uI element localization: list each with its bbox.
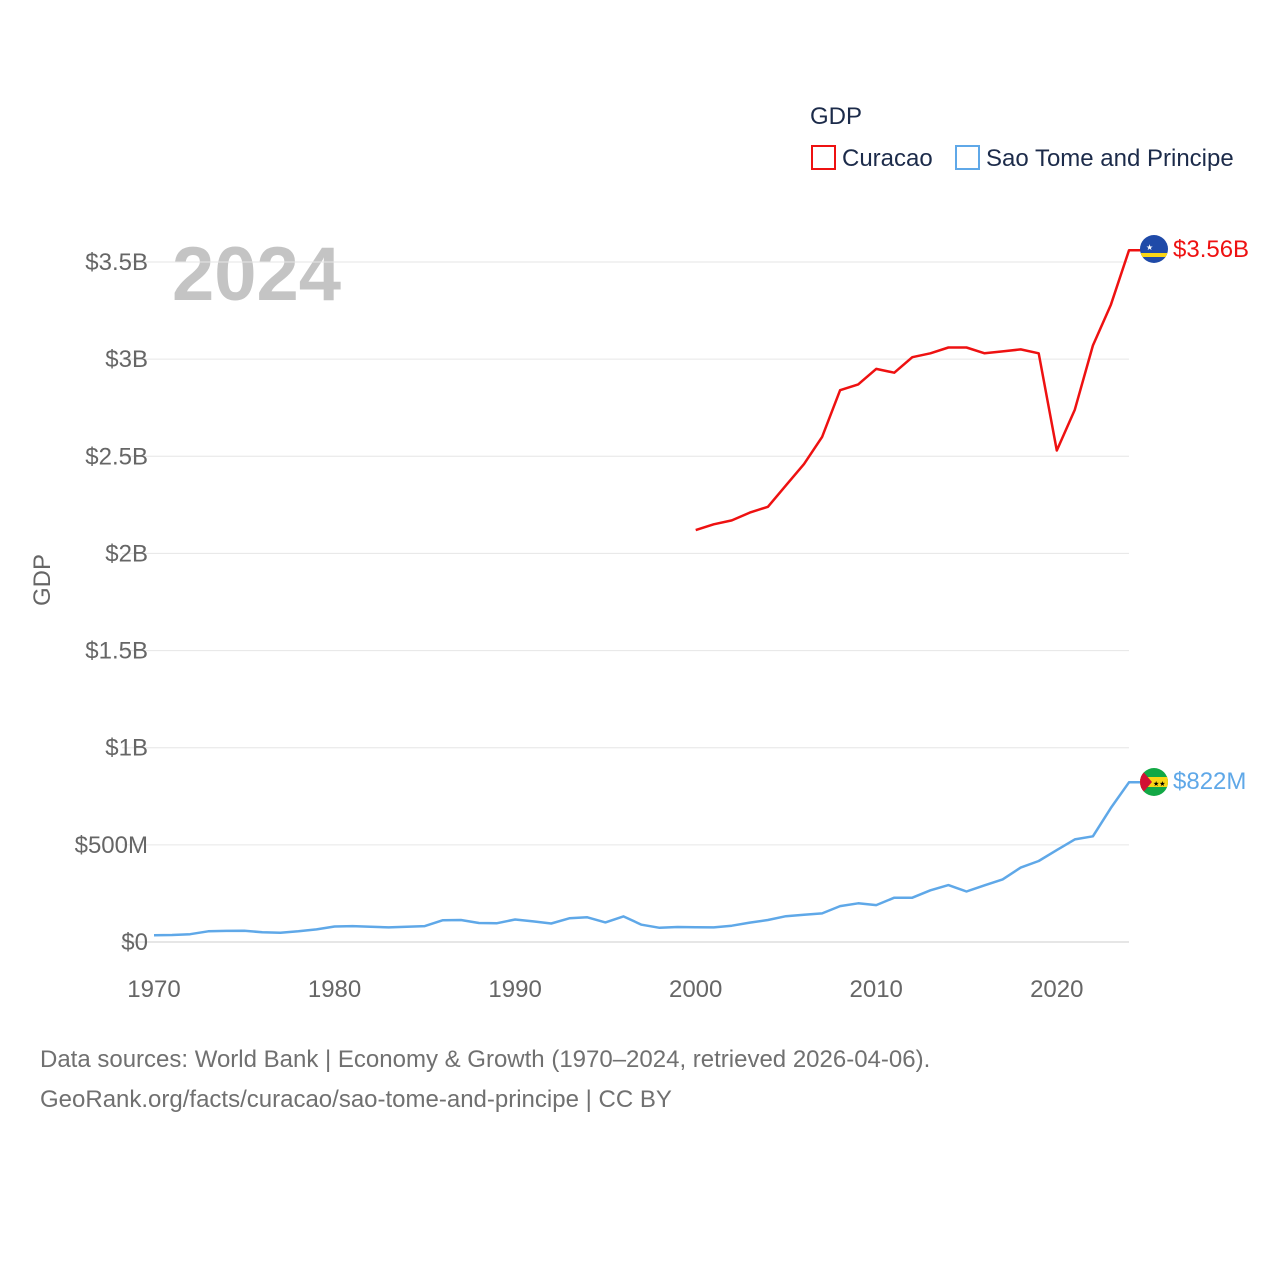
svg-text:★: ★ (1146, 243, 1153, 252)
end-label-curacao: $3.56B (1173, 236, 1249, 263)
y-tick-label: $500M (75, 832, 148, 859)
source-footer: Data sources: World Bank | Economy & Gro… (40, 1040, 930, 1120)
y-tick-label: $2B (105, 540, 148, 567)
y-tick-label: $1.5B (85, 638, 148, 665)
series-lines (153, 249, 1141, 937)
source-line-1: Data sources: World Bank | Economy & Gro… (40, 1046, 931, 1073)
series-line-curacao[interactable] (695, 249, 1141, 532)
x-tick-label: 2010 (850, 976, 903, 1003)
x-tick-label: 1970 (127, 976, 180, 1003)
x-tick-label: 2020 (1030, 976, 1083, 1003)
y-axis-title: GDP (29, 554, 56, 606)
y-tick-label: $0 (121, 929, 148, 956)
y-axis-ticks: $0 $500M $1B $1.5B $2B $2.5B $3B $3.5B (75, 249, 148, 956)
y-tick-label: $1B (105, 735, 148, 762)
gridlines (122, 261, 1129, 943)
legend: GDP Curacao Sao Tome and Principe (810, 103, 1234, 172)
sao-tome-flag-icon: ★★ (1140, 768, 1168, 796)
series-line-sao-tome[interactable] (153, 781, 1141, 937)
x-tick-label: 2000 (669, 976, 722, 1003)
svg-text:★★: ★★ (1153, 780, 1166, 788)
legend-label-curacao[interactable]: Curacao (842, 145, 933, 172)
year-watermark: 2024 (172, 232, 341, 317)
legend-label-sao-tome[interactable]: Sao Tome and Principe (986, 145, 1234, 172)
y-tick-label: $3.5B (85, 249, 148, 276)
x-axis-ticks: 1970 1980 1990 2000 2010 2020 (127, 976, 1083, 1003)
curacao-flag-icon: ★ (1140, 235, 1168, 263)
legend-swatch-curacao[interactable] (811, 145, 836, 170)
end-label-sao-tome: $822M (1173, 768, 1246, 795)
source-line-2[interactable]: GeoRank.org/facts/curacao/sao-tome-and-p… (40, 1086, 672, 1113)
x-tick-label: 1980 (308, 976, 361, 1003)
y-tick-label: $3B (105, 346, 148, 373)
legend-title: GDP (810, 103, 862, 130)
legend-swatch-sao-tome[interactable] (955, 145, 980, 170)
x-tick-label: 1990 (488, 976, 541, 1003)
y-tick-label: $2.5B (85, 443, 148, 470)
